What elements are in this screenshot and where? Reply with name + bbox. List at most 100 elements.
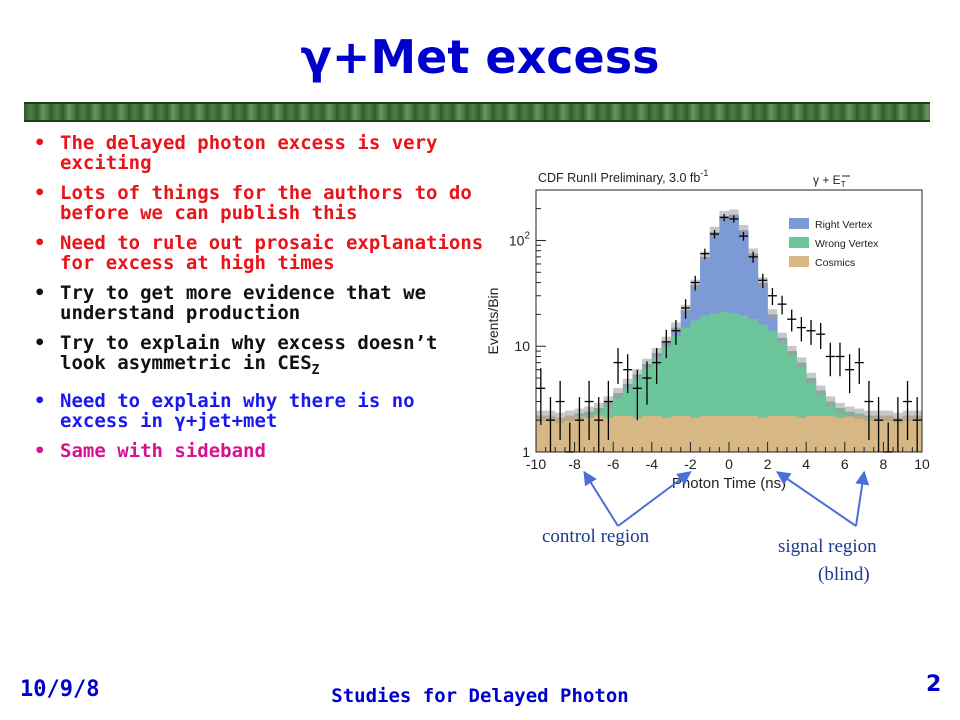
hist-bar-wrong-vertex [700, 315, 710, 452]
hist-bar-wrong-vertex [661, 346, 672, 452]
hist-bar-cosmics [680, 415, 691, 452]
hist-bar-wrong-vertex [651, 356, 662, 452]
legend-label: Cosmics [815, 257, 855, 269]
x-tick-label: -4 [646, 456, 659, 472]
hist-bar-cosmics [786, 415, 797, 452]
x-tick-label: -6 [607, 456, 620, 472]
hist-bar-cosmics [729, 415, 739, 452]
hist-bar-wrong-vertex [709, 313, 720, 452]
hist-bar-wrong-vertex [748, 319, 759, 452]
bullet-subscript: Z [311, 362, 320, 378]
hist-bar-cosmics [700, 415, 710, 452]
hist-bar-cosmics [651, 415, 662, 452]
bullet-text: Need to rule out prosaic explanations fo… [60, 232, 484, 274]
chart-channel-label: γ + ET [813, 173, 846, 189]
hist-bar-cosmics [536, 415, 546, 452]
hist-bar-cosmics [690, 417, 701, 452]
bullet-dot-icon: • [34, 182, 46, 204]
hist-bar-wrong-vertex [729, 313, 739, 452]
annotation-arrow [855, 470, 870, 527]
bullet-dot-icon: • [34, 232, 46, 254]
legend-swatch [789, 256, 809, 267]
legend-label: Right Vertex [815, 219, 873, 231]
annotation-arrow [776, 471, 857, 527]
hist-bar-cosmics [709, 415, 720, 452]
bullet-text: Need to explain why there is no excess i… [60, 389, 415, 432]
footer-title: Studies for Delayed Photon [331, 685, 629, 707]
uncertainty-band [844, 406, 855, 417]
hist-bar-wrong-vertex [767, 330, 778, 452]
bullet-dot-icon: • [34, 332, 46, 354]
hist-bar-wrong-vertex [777, 339, 788, 452]
hist-bar-cosmics [642, 415, 653, 452]
hist-bar-cosmics [767, 415, 778, 452]
annotation-signal-blind: (blind) [818, 564, 870, 585]
uncertainty-band [777, 332, 787, 344]
uncertainty-band [825, 396, 836, 407]
chart-title: CDF RunII Preliminary, 3.0 fb-1 [538, 168, 708, 185]
annotation-arrow [617, 471, 692, 527]
x-tick-label: -8 [568, 456, 581, 472]
uncertainty-band [786, 345, 797, 357]
hist-bar-cosmics [806, 415, 817, 452]
bullet-item: • Need to explain why there is no excess … [34, 391, 484, 431]
y-tick-value: 10 [509, 232, 525, 248]
hist-bar-cosmics [738, 415, 749, 452]
uncertainty-band [854, 408, 865, 419]
uncertainty-band [815, 385, 826, 396]
bullet-item: • Try to get more evidence that we unders… [34, 283, 484, 323]
y-tick-label: 10 [514, 338, 530, 354]
footer-date: 10/9/8 [20, 677, 100, 702]
y-tick-exponent: 2 [524, 230, 530, 241]
annotation-arrow [583, 470, 619, 527]
hist-bar-cosmics [777, 415, 788, 452]
hist-bar-cosmics [854, 415, 865, 452]
hist-bar-cosmics [835, 417, 846, 452]
x-tick-label: 8 [880, 456, 888, 472]
hist-bar-wrong-vertex [786, 351, 797, 452]
hist-bar-cosmics [632, 417, 643, 452]
chart-title-superscript: -1 [700, 168, 708, 178]
bullet-dot-icon: • [34, 282, 46, 304]
bullet-dot-icon: • [34, 132, 46, 154]
annotation-control-region: control region [542, 526, 650, 547]
x-tick-label: 10 [914, 456, 930, 472]
uncertainty-band [767, 309, 778, 320]
chart-channel-text: γ + E [813, 173, 841, 187]
chart-title-text: CDF RunII Preliminary, 3.0 fb [538, 171, 700, 185]
hist-bar-wrong-vertex [690, 320, 701, 452]
x-tick-label: 2 [764, 456, 772, 472]
y-tick-label: 1 [522, 444, 530, 460]
hist-bar-cosmics [622, 415, 633, 452]
hist-bar-cosmics [671, 415, 682, 452]
bullet-text: Lots of things for the authors to do bef… [60, 182, 472, 224]
page-number: 2 [926, 672, 942, 697]
bullet-text: Try to get more evidence that we underst… [60, 282, 427, 324]
hist-bar-cosmics [815, 415, 826, 452]
uncertainty-band [564, 410, 575, 421]
hist-bar-wrong-vertex [806, 378, 817, 452]
legend-swatch [789, 237, 809, 248]
title-divider [24, 102, 930, 122]
annotation-signal-region: signal region [778, 536, 877, 557]
hist-bar-wrong-vertex [738, 315, 749, 452]
bullet-item: • Same with sideband [34, 441, 484, 461]
x-tick-label: 0 [725, 456, 733, 472]
x-tick-label: 4 [802, 456, 810, 472]
slide-title: γ+Met excess [300, 30, 660, 84]
hist-bar-cosmics [844, 415, 855, 452]
uncertainty-band [738, 225, 749, 236]
bullet-text: The delayed photon excess is very exciti… [60, 132, 438, 174]
uncertainty-band [613, 387, 623, 399]
hist-bar-wrong-vertex [671, 335, 682, 452]
hist-bar-wrong-vertex [757, 324, 768, 452]
hist-bar-wrong-vertex [680, 327, 691, 452]
bullet-item: • The delayed photon excess is very excit… [34, 133, 484, 173]
hist-bar-cosmics [613, 415, 624, 452]
x-tick-label: -2 [684, 456, 697, 472]
y-tick-value: 10 [514, 338, 530, 354]
hist-bar-wrong-vertex [796, 362, 807, 452]
y-tick-label: 102 [509, 230, 531, 248]
hist-bar-cosmics [661, 417, 672, 452]
